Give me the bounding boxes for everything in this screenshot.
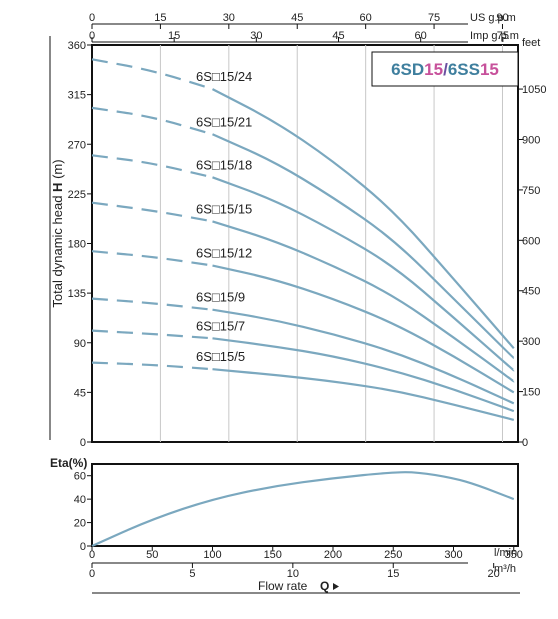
arrow-right-icon: [333, 583, 339, 590]
chart-title-part: 15: [424, 60, 443, 79]
imp-gpm-tick-label: 75: [497, 30, 509, 42]
flow-lmin-tick-label: 50: [146, 549, 158, 561]
y-tick-label: 180: [68, 239, 86, 251]
flow-m3h-tick-label: 15: [387, 568, 399, 580]
head-curve-dashed: [91, 106, 213, 136]
y-tick-label: 135: [68, 288, 86, 300]
head-chart: 0 45 90 135 180 225 270 315 360 Total dynamic hea…: [49, 12, 546, 449]
flow-rate-label: Flow rate: [258, 579, 308, 593]
feet-tick-label: 0: [522, 437, 528, 449]
flow-lmin-tick-label: 0: [89, 549, 95, 561]
chart-title: 6SD15/6SS15: [391, 60, 499, 79]
head-curve-dashed: [91, 250, 214, 267]
curve-label: 6S□15/5: [196, 349, 245, 364]
flow-m3h-tick-label: 0: [89, 568, 95, 580]
y-tick-label: 225: [68, 189, 86, 201]
flow-lmin-tick-label: 150: [264, 549, 282, 561]
us-gpm-tick-label: 45: [291, 12, 303, 24]
y-axis-label-part: Total dynamic head: [50, 192, 65, 308]
y-tick-label: 0: [80, 437, 86, 449]
y-axis-label-part: (m): [50, 159, 65, 182]
flow-lmin-unit-label: l/min: [494, 547, 517, 559]
head-curve: [212, 133, 515, 360]
flow-lmin-tick-label: 300: [444, 549, 462, 561]
feet-tick-label: 750: [522, 185, 540, 197]
head-curve: [212, 220, 515, 383]
feet-unit-label: feet: [522, 37, 540, 49]
head-curve-dashed: [91, 297, 213, 311]
y-tick-label: 90: [74, 338, 86, 350]
feet-tick-label: 900: [522, 134, 540, 146]
us-gpm-unit-label: US g.p.m: [470, 12, 516, 24]
efficiency-curve: [91, 471, 515, 548]
curve-label: 6S□15/24: [196, 69, 252, 84]
us-gpm-tick-label: 15: [154, 12, 166, 24]
curve-label: 6S□15/9: [196, 290, 245, 305]
flow-m3h-tick-label: 20: [488, 568, 500, 580]
head-curve: [212, 264, 515, 394]
head-curve: [211, 88, 515, 350]
imp-gpm-tick-label: 45: [332, 30, 344, 42]
eta-frame: [91, 463, 519, 547]
us-gpm-tick-label: 75: [428, 12, 440, 24]
feet-tick-label: 600: [522, 235, 540, 247]
flow-rate-symbol: Q: [320, 579, 329, 593]
feet-tick-label: 1050: [522, 84, 546, 96]
head-curve-dashed: [91, 58, 214, 91]
chart-title-part: 6SS: [448, 60, 480, 79]
head-curve: [212, 337, 515, 413]
imp-gpm-tick-label: 15: [168, 30, 180, 42]
feet-tick-label: 150: [522, 387, 540, 399]
flow-lmin-tick-label: 100: [203, 549, 221, 561]
eta-tick-label: 60: [74, 471, 86, 483]
head-curve: [212, 308, 515, 405]
eta-tick-label: 20: [74, 518, 86, 530]
flow-lmin-tick-label: 250: [384, 549, 402, 561]
y-axis-label: Total dynamic head H (m): [50, 159, 65, 307]
chart-title-part: 6SD: [391, 60, 424, 79]
head-curve-dashed: [91, 361, 213, 371]
curve-label: 6S□15/18: [196, 157, 252, 172]
us-gpm-tick-label: 90: [496, 12, 508, 24]
feet-tick-label: 450: [522, 286, 540, 298]
us-gpm-tick-label: 30: [223, 12, 235, 24]
head-curve: [212, 176, 515, 372]
chart-title-part: 15: [480, 60, 499, 79]
y-axis-label-part: H: [50, 183, 65, 192]
us-gpm-tick-label: 60: [360, 12, 372, 24]
y-tick-label: 270: [68, 139, 86, 151]
flow-m3h-tick-label: 10: [287, 568, 299, 580]
flow-lmin-tick-label: 350: [505, 549, 523, 561]
head-curve-dashed: [91, 154, 214, 179]
imp-gpm-tick-label: 0: [89, 30, 95, 42]
title-box: [371, 51, 519, 87]
head-curve-dashed: [91, 329, 213, 340]
curve-label: 6S□15/21: [196, 114, 252, 129]
imp-gpm-tick-label: 60: [415, 30, 427, 42]
imp-gpm-tick-label: 30: [250, 30, 262, 42]
plot-frame: [91, 44, 519, 443]
feet-tick-label: 300: [522, 336, 540, 348]
flow-m3h-unit-label: m³/h: [494, 563, 516, 575]
head-curve: [212, 368, 515, 421]
curve-label: 6S□15/15: [196, 201, 252, 216]
chart-title-part: /: [443, 60, 448, 79]
y-tick-label: 45: [74, 387, 86, 399]
y-tick-label: 315: [68, 90, 86, 102]
imp-gpm-unit-label: Imp g.p.m: [470, 30, 519, 42]
flow-m3h-tick-label: 5: [189, 568, 195, 580]
y-tick-label: 360: [68, 40, 86, 52]
us-gpm-tick-label: 0: [89, 12, 95, 24]
curve-label: 6S□15/12: [196, 246, 252, 261]
eta-axis-label: Eta(%): [50, 456, 87, 470]
eta-tick-label: 0: [80, 541, 86, 553]
flow-lmin-tick-label: 200: [324, 549, 342, 561]
curve-label: 6S□15/7: [196, 318, 245, 333]
eta-tick-label: 40: [74, 494, 86, 506]
head-curve-dashed: [91, 201, 213, 223]
